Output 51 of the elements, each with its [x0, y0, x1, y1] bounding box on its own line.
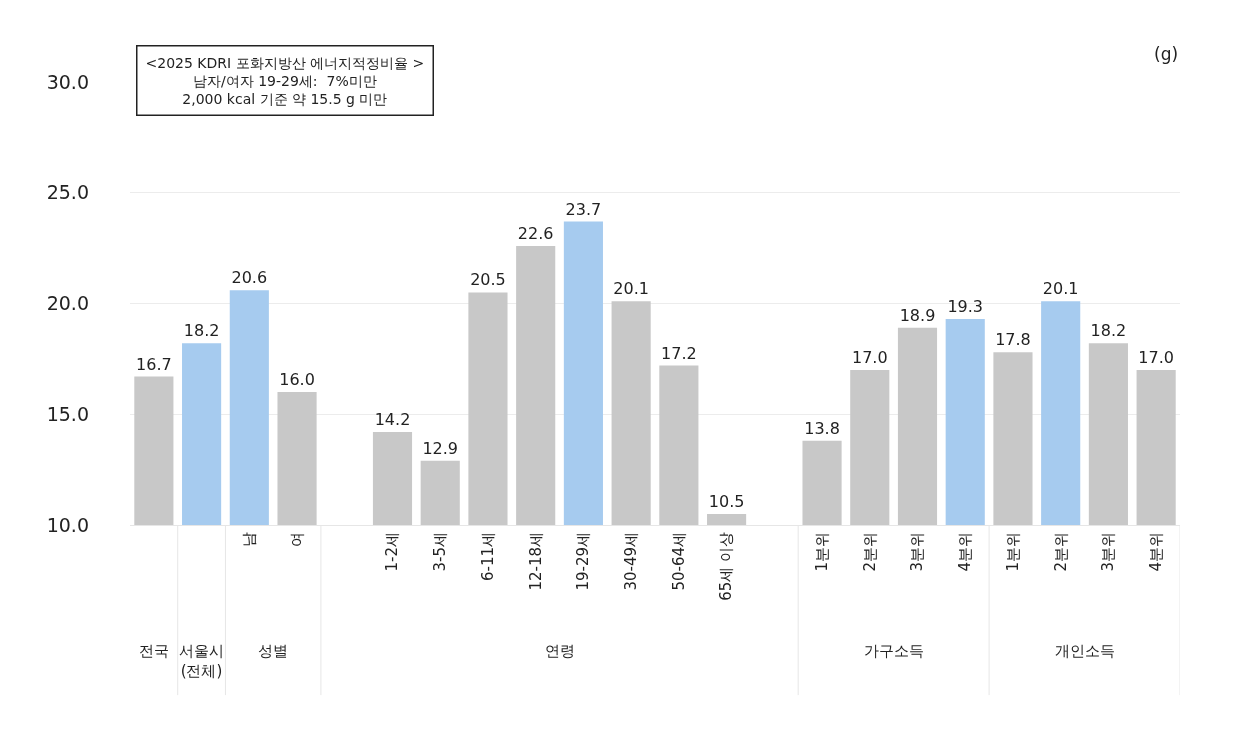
- data-label: 16.0: [279, 370, 315, 390]
- data-label: 19.3: [947, 297, 984, 317]
- data-label: 13.8: [804, 418, 840, 438]
- data-label: 10.5: [708, 491, 745, 511]
- text: 개인소득: [1055, 642, 1115, 660]
- x-tick-label: 1분위: [1003, 532, 1022, 572]
- data-label: 18.2: [1090, 321, 1127, 341]
- data-label: 16.7: [136, 354, 172, 374]
- data-label: 20.1: [613, 279, 649, 299]
- data-label: 20.5: [470, 270, 506, 290]
- x-tick-label: 2분위: [1051, 532, 1070, 572]
- data-label: 20.1: [1042, 279, 1079, 299]
- text: 성별: [258, 642, 288, 660]
- x-tick-label: 3분위: [908, 532, 927, 572]
- y-tick-label: 20.0: [46, 292, 89, 315]
- data-label: 18.2: [183, 321, 220, 341]
- x-tick-label: 4분위: [956, 532, 975, 572]
- x-tick-label: 여: [287, 532, 306, 547]
- x-tick-label: 3분위: [1099, 532, 1118, 572]
- y-tick-label: 10.0: [46, 513, 89, 536]
- data-label: 17.2: [661, 343, 697, 363]
- x-tick-label: 6-11세: [478, 532, 497, 582]
- y-axis-title: (g): [1154, 44, 1179, 64]
- x-tick-label: 3-5세: [431, 532, 450, 572]
- data-label: 17.0: [1138, 347, 1174, 367]
- data-label: 12.9: [422, 438, 459, 458]
- text: 연령: [545, 642, 575, 660]
- y-tick-label: 25.0: [46, 181, 89, 204]
- data-label: 14.2: [374, 409, 411, 429]
- x-tick-label: 2분위: [860, 532, 879, 572]
- text: 서울시 (전체): [179, 642, 224, 680]
- data-label: 20.6: [231, 268, 268, 288]
- x-tick-label: 4분위: [1147, 532, 1166, 572]
- data-label: 23.7: [565, 199, 602, 219]
- x-tick-label: 남: [240, 532, 259, 547]
- x-tick-label: 50-64세: [669, 532, 688, 591]
- y-tick-label: 30.0: [46, 70, 89, 93]
- x-tick-label: 12-18세: [526, 532, 545, 591]
- x-tick-label: 19-29세: [574, 532, 593, 591]
- x-tick-label: 65세 이상: [717, 532, 736, 601]
- text: 가구소득: [864, 642, 924, 660]
- x-tick-label: 1분위: [812, 532, 831, 572]
- annotation: <2025 KDRI 포화지방산 에너지적정비율 > 남자/여자 19-29세: 7%미만 2,000 kcal 기준 약 15.5 g 미만: [145, 54, 425, 107]
- data-label: 17.8: [995, 330, 1031, 350]
- text: 전국: [139, 642, 169, 660]
- x-tick-label: 1-2세: [383, 532, 402, 572]
- data-label: 18.9: [899, 305, 936, 325]
- x-tick-label: 30-49세: [622, 532, 641, 591]
- y-tick-label: 15.0: [46, 402, 89, 425]
- data-label: 22.6: [517, 223, 554, 243]
- data-label: 17.0: [851, 347, 888, 367]
